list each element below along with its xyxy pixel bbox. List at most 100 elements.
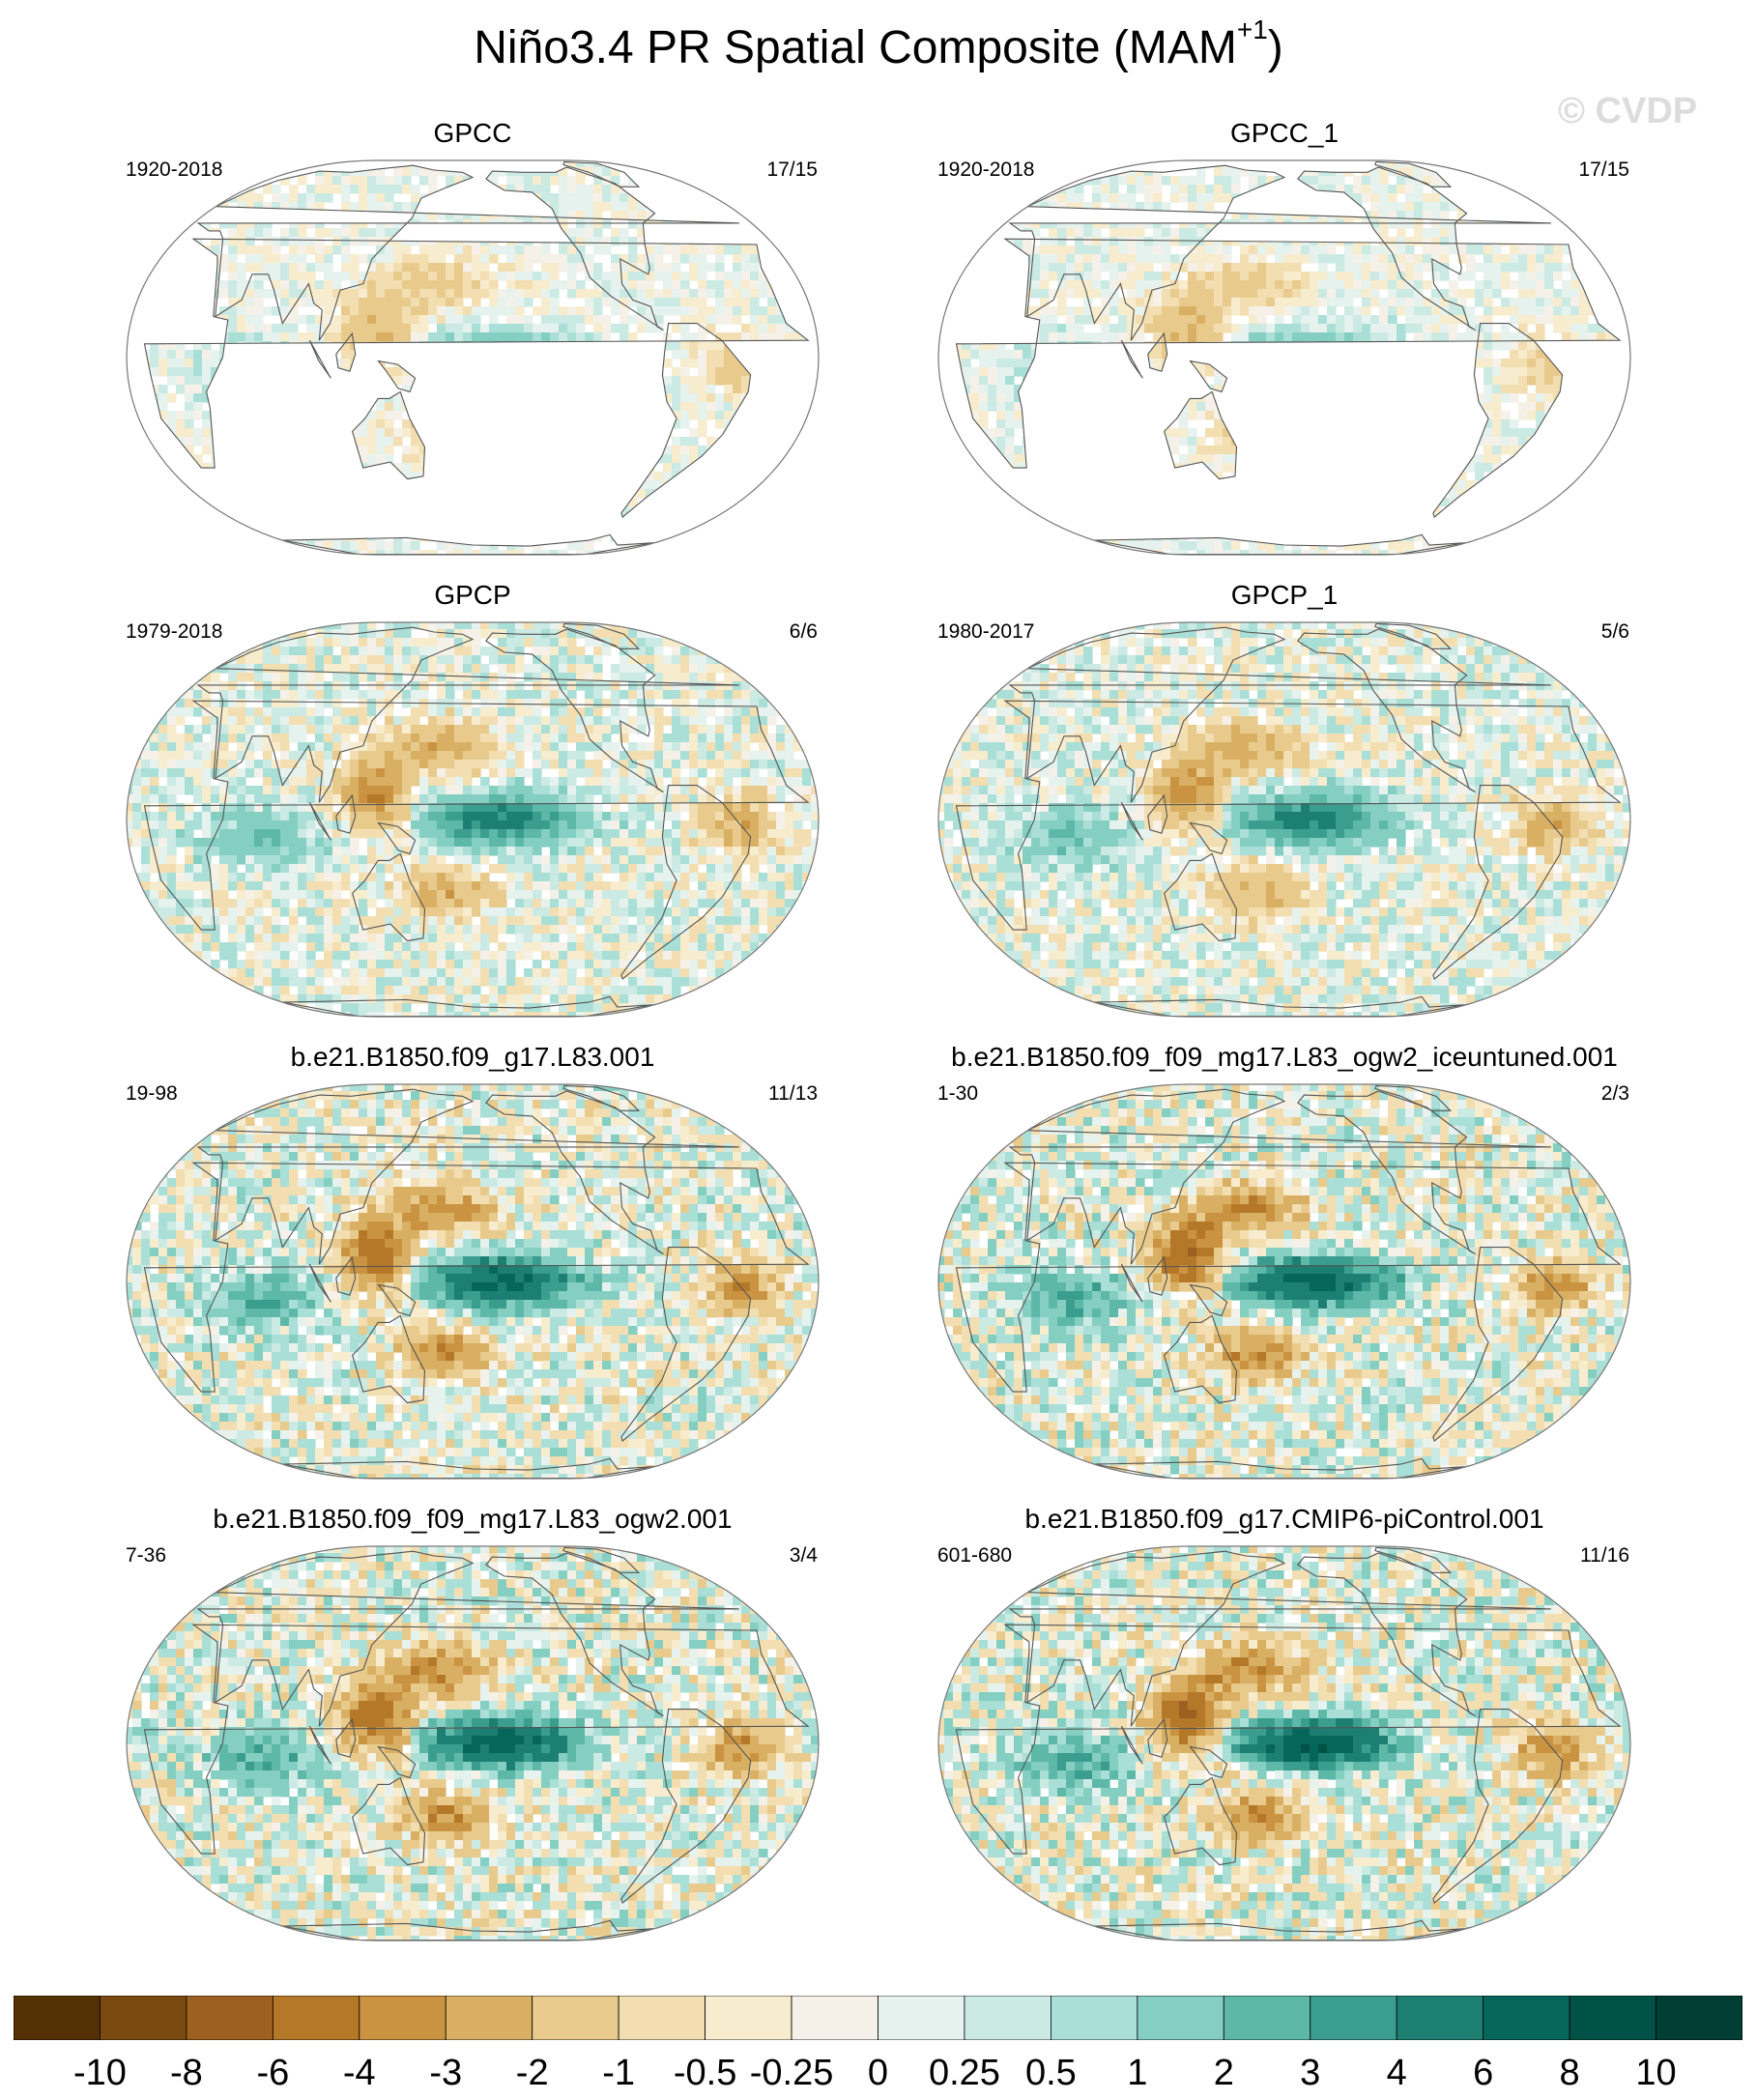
map-panel-model-ogw2-iceuntuned: b.e21.B1850.f09_f09_mg17.L83_ogw2_iceunt…: [936, 1042, 1633, 1481]
colorbar-swatch: [964, 1996, 1051, 2040]
colorbar-tick-label: 4: [1387, 2053, 1407, 2094]
map-border: [937, 159, 1631, 556]
precip-anomaly-field: [938, 1546, 1630, 1941]
colorbar-swatch: [186, 1996, 274, 2040]
robinson-map: [126, 1083, 820, 1480]
panel-years: 1-30: [937, 1082, 978, 1106]
figure-title: Niño3.4 PR Spatial Composite (MAM+1): [0, 14, 1757, 74]
map-border: [126, 1083, 820, 1480]
panel-count: 5/6: [1601, 620, 1629, 644]
panel-years: 1920-2018: [937, 158, 1034, 182]
panel-count: 2/3: [1601, 1082, 1629, 1106]
colorbar-tick-label: 6: [1473, 2053, 1493, 2094]
map-panel-gpcc-1: GPCC_1 1920-2018 17/15: [936, 118, 1633, 557]
colorbar-swatch: [445, 1996, 533, 2040]
panel-years: 1920-2018: [126, 158, 222, 182]
colorbar-tick-label: 2: [1214, 2053, 1234, 2094]
panel-title: b.e21.B1850.f09_f09_mg17.L83_ogw2_iceunt…: [936, 1042, 1633, 1073]
panel-count: 6/6: [790, 620, 818, 644]
colorbar-swatch: [532, 1996, 619, 2040]
coastlines: [143, 1084, 810, 1479]
precip-anomaly-field: [127, 1546, 819, 1941]
colorbar-tick-label: -1: [602, 2053, 635, 2094]
colorbar-tick-label: 10: [1635, 2053, 1676, 2094]
colorbar-swatch: [14, 1996, 101, 2040]
map-border: [126, 621, 820, 1018]
colorbar-tick-label: -8: [170, 2053, 203, 2094]
panel-count: 17/15: [766, 158, 818, 182]
colorbar-tick-label: 8: [1560, 2053, 1580, 2094]
robinson-map: [126, 1545, 820, 1942]
map-panel-model-l83: b.e21.B1850.f09_g17.L83.001 19-98 11/13: [124, 1042, 821, 1481]
precip-anomaly-field: [938, 622, 1630, 1017]
robinson-map: [126, 621, 820, 1018]
colorbar-swatch: [705, 1996, 792, 2040]
map-panel-gpcc: GPCC 1920-2018 17/15: [124, 118, 821, 557]
colorbar-swatch: [1051, 1996, 1138, 2040]
colorbar-swatch: [1137, 1996, 1224, 2040]
robinson-map: [937, 159, 1631, 556]
panel-years: 1979-2018: [126, 620, 222, 644]
precip-anomaly-field: [938, 1084, 1630, 1479]
colorbar-tick-label: 3: [1300, 2053, 1320, 2094]
panel-years: 601-680: [937, 1544, 1012, 1568]
colorbar-tick-label: -6: [256, 2053, 289, 2094]
map-border: [126, 159, 820, 556]
colorbar-tick-label: 0.5: [1025, 2053, 1077, 2094]
coastlines: [955, 622, 1622, 1017]
precip-anomaly-field: [127, 1084, 819, 1479]
colorbar-tick-label: -2: [516, 2053, 549, 2094]
colorbar-swatch: [1656, 1996, 1743, 2040]
colorbar-tick-label: -3: [429, 2053, 462, 2094]
robinson-map: [937, 621, 1631, 1018]
coastlines: [955, 1084, 1622, 1479]
panel-title: b.e21.B1850.f09_f09_mg17.L83_ogw2.001: [124, 1504, 821, 1535]
colorbar-tick-label: 0: [868, 2053, 888, 2094]
colorbar-tick-label: -4: [343, 2053, 376, 2094]
map-panel-gpcp: GPCP 1979-2018 6/6: [124, 580, 821, 1019]
panel-count: 11/16: [1580, 1544, 1629, 1568]
colorbar-swatch: [1223, 1996, 1311, 2040]
colorbar-swatch: [359, 1996, 446, 2040]
colorbar-swatch: [878, 1996, 965, 2040]
robinson-map: [937, 1083, 1631, 1480]
colorbar-tick-label: 0.25: [929, 2053, 1000, 2094]
colorbar-tick-label: -0.25: [750, 2053, 834, 2094]
colorbar-swatch: [618, 1996, 706, 2040]
map-panel-gpcp-1: GPCP_1 1980-2017 5/6: [936, 580, 1633, 1019]
colorbar-swatch: [100, 1996, 187, 2040]
map-border: [937, 1083, 1631, 1480]
panel-title: GPCC_1: [936, 118, 1633, 149]
panel-title: b.e21.B1850.f09_g17.CMIP6-piControl.001: [936, 1504, 1633, 1535]
coastlines: [955, 1546, 1622, 1941]
colorbar-tick-label: -10: [73, 2053, 127, 2094]
colorbar-swatch: [1310, 1996, 1397, 2040]
panel-title: GPCP: [124, 580, 821, 611]
colorbar-swatch: [791, 1996, 878, 2040]
panel-title: GPCP_1: [936, 580, 1633, 611]
robinson-map: [937, 1545, 1631, 1942]
robinson-map: [126, 159, 820, 556]
panel-title: GPCC: [124, 118, 821, 149]
map-panel-model-ogw2: b.e21.B1850.f09_f09_mg17.L83_ogw2.001 7-…: [124, 1504, 821, 1942]
watermark: © CVDP: [1558, 91, 1697, 132]
colorbar-swatch: [1396, 1996, 1484, 2040]
panel-years: 7-36: [126, 1544, 166, 1568]
panel-count: 3/4: [790, 1544, 818, 1568]
map-border: [937, 621, 1631, 1018]
panel-count: 11/13: [768, 1082, 818, 1106]
panel-count: 17/15: [1578, 158, 1629, 182]
colorbar-swatch: [1483, 1996, 1570, 2040]
colorbar-tick-label: 1: [1127, 2053, 1147, 2094]
colorbar: [14, 1996, 1743, 2040]
colorbar-swatch: [272, 1996, 360, 2040]
panel-years: 19-98: [126, 1082, 178, 1106]
map-border: [126, 1545, 820, 1942]
panel-title: b.e21.B1850.f09_g17.L83.001: [124, 1042, 821, 1073]
map-panel-model-picontrol: b.e21.B1850.f09_g17.CMIP6-piControl.001 …: [936, 1504, 1633, 1942]
panel-years: 1980-2017: [937, 620, 1034, 644]
colorbar-swatch: [1569, 1996, 1656, 2040]
colorbar-tick-label: -0.5: [674, 2053, 736, 2094]
map-border: [937, 1545, 1631, 1942]
coastlines: [143, 160, 810, 555]
